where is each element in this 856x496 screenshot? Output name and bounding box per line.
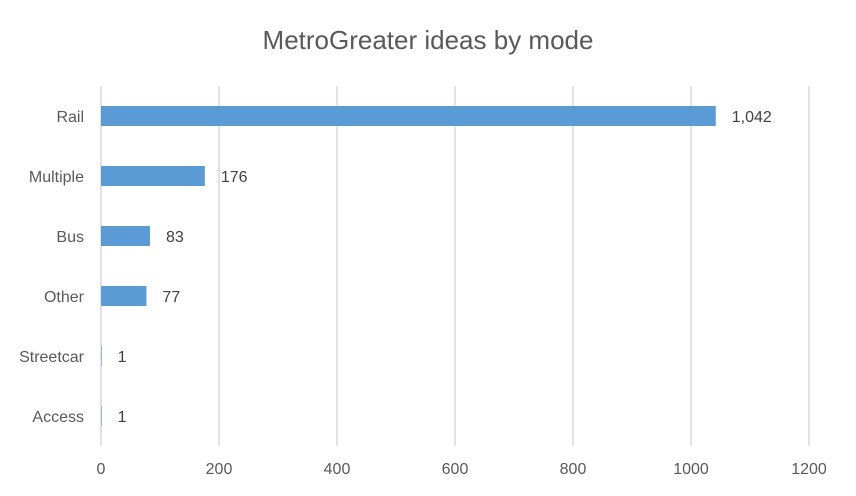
bar-access bbox=[101, 406, 102, 426]
category-label-access: Access bbox=[32, 409, 84, 426]
x-tick-label-1200: 1200 bbox=[791, 461, 827, 478]
x-tick-label-0: 0 bbox=[97, 461, 106, 478]
chart-title: MetroGreater ideas by mode bbox=[263, 25, 594, 55]
x-tick-label-1000: 1000 bbox=[673, 461, 709, 478]
x-axis-tick-labels: 0 200 400 600 800 1000 1200 bbox=[97, 461, 827, 478]
data-label-other: 77 bbox=[162, 289, 180, 306]
category-label-streetcar: Streetcar bbox=[19, 349, 85, 366]
category-label-multiple: Multiple bbox=[29, 169, 84, 186]
data-label-multiple: 176 bbox=[221, 169, 248, 186]
bar-streetcar bbox=[101, 346, 102, 366]
category-label-bus: Bus bbox=[56, 229, 84, 246]
bar-other bbox=[101, 286, 147, 306]
category-labels: Rail Multiple Bus Other Streetcar Access bbox=[19, 109, 85, 426]
data-label-bus: 83 bbox=[166, 229, 184, 246]
bars bbox=[101, 106, 716, 426]
x-tick-label-200: 200 bbox=[206, 461, 233, 478]
data-labels: 1,042 176 83 77 1 1 bbox=[118, 109, 772, 426]
x-tick-label-800: 800 bbox=[560, 461, 587, 478]
data-label-streetcar: 1 bbox=[118, 349, 127, 366]
bar-rail bbox=[101, 106, 716, 126]
data-label-access: 1 bbox=[118, 409, 127, 426]
x-tick-label-400: 400 bbox=[324, 461, 351, 478]
category-label-rail: Rail bbox=[56, 109, 84, 126]
gridlines bbox=[100, 86, 810, 446]
bar-multiple bbox=[101, 166, 205, 186]
category-label-other: Other bbox=[44, 289, 85, 306]
x-tick-label-600: 600 bbox=[442, 461, 469, 478]
bar-bus bbox=[101, 226, 150, 246]
data-label-rail: 1,042 bbox=[732, 109, 772, 126]
